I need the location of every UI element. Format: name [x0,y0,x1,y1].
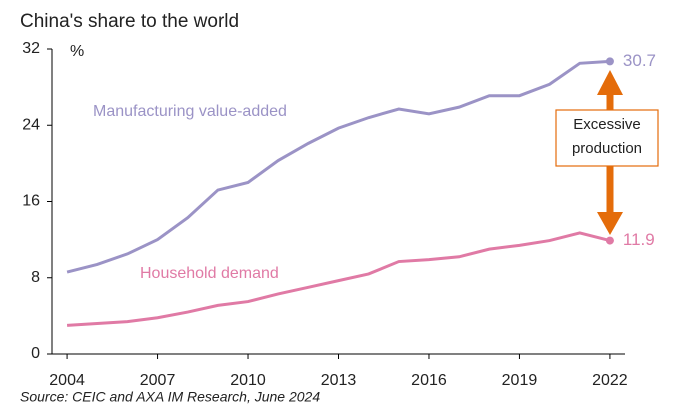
y-tick-label: 16 [22,193,40,210]
series-line [66,231,611,327]
series-label: Manufacturing value-added [93,103,287,120]
y-tick-label: 8 [31,269,40,286]
x-tick-label: 2004 [49,372,85,389]
chart-title: China's share to the world [20,11,239,32]
annotation: Excessive [573,116,641,133]
x-tick-label: 2016 [411,372,447,389]
x-tick-label: 2022 [592,372,628,389]
x-tick-label: 2019 [502,372,538,389]
end-marker [605,57,614,66]
y-tick-label: 24 [22,116,40,133]
annotation-box [555,109,659,167]
series-label: Household demand [140,265,279,282]
arrow-head [597,70,623,95]
arrow-head [597,212,623,235]
series-line [66,59,611,274]
y-unit: % [70,43,84,60]
source: Source: CEIC and AXA IM Research, June 2… [20,389,320,405]
value-label: 11.9 [623,230,655,249]
end-marker [605,236,614,245]
y-tick-label: 0 [31,345,40,362]
annotation: production [572,140,642,157]
y-tick-label: 32 [22,40,40,57]
x-tick-label: 2007 [140,372,176,389]
x-tick-label: 2013 [321,372,357,389]
value-label: 30.7 [623,51,656,70]
x-tick-label: 2010 [230,372,266,389]
